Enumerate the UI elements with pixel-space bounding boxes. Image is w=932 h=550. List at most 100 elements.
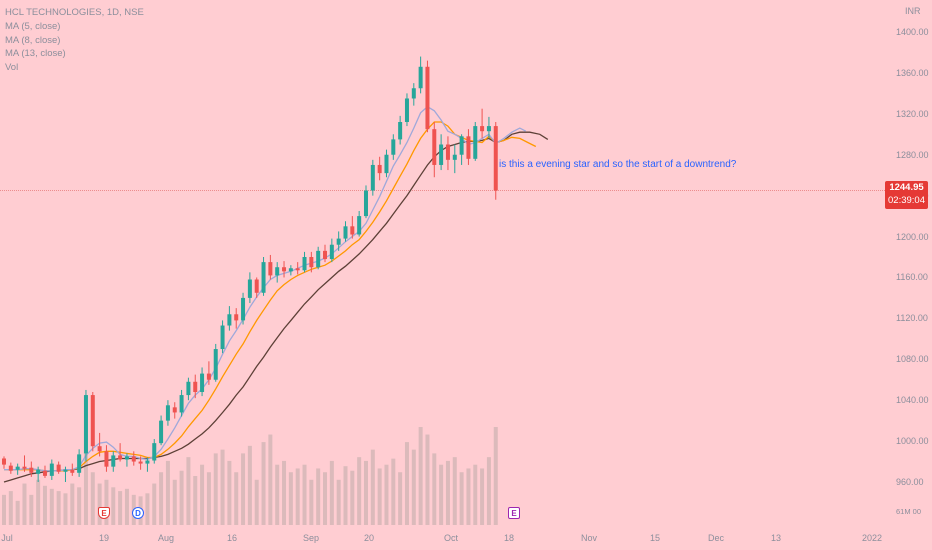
candle-body — [329, 244, 334, 260]
candle-body — [357, 216, 362, 235]
volume-bar — [350, 470, 355, 525]
candle-body — [206, 373, 211, 380]
candle-body — [22, 466, 27, 469]
time-tick-label: 16 — [226, 533, 238, 543]
candle-body — [466, 136, 471, 159]
volume-bar — [329, 460, 334, 525]
volume-bar — [411, 449, 416, 525]
candle-body — [2, 458, 6, 465]
ma8-line — [4, 121, 537, 472]
candle-body — [480, 126, 485, 132]
volume-bar — [459, 472, 464, 525]
volume-bar — [247, 445, 252, 525]
earnings-event-marker[interactable]: E — [98, 507, 110, 519]
volume-bar — [404, 442, 409, 525]
price-tick-label: 1120.00 — [896, 313, 928, 324]
volume-bar — [363, 460, 368, 525]
candle-body — [309, 257, 314, 268]
volume-bar — [357, 457, 362, 525]
candle-body — [268, 262, 273, 276]
candle-body — [172, 407, 177, 413]
time-tick-label: 2022 — [861, 533, 883, 543]
candle-body — [36, 469, 41, 474]
candle-body — [118, 455, 123, 460]
volume-bar — [377, 468, 382, 525]
upcoming-earnings-event-marker[interactable]: E — [508, 507, 520, 519]
last-price-badge: 1244.95 02:39:04 — [885, 181, 928, 209]
volume-bar — [309, 479, 314, 525]
time-tick-label: 18 — [503, 533, 515, 543]
candle-body — [70, 469, 75, 473]
volume-bar — [36, 479, 41, 525]
candle-body — [145, 460, 150, 464]
volume-bar — [227, 460, 232, 525]
volume-bar — [77, 487, 82, 525]
currency-label: INR — [905, 6, 921, 16]
candle-body — [425, 66, 430, 130]
time-tick-label: Dec — [707, 533, 725, 543]
candle-body — [8, 465, 13, 471]
chart-annotation[interactable]: is this a evening star and so the start … — [499, 159, 737, 170]
legend-volume[interactable]: Vol — [5, 62, 19, 74]
volume-bar — [486, 457, 491, 525]
candle-body — [459, 136, 464, 155]
legend-ma5[interactable]: MA (5, close) — [5, 20, 61, 32]
legend-symbol[interactable]: HCL TECHNOLOGIES, 1D, NSE — [5, 7, 144, 18]
volume-bar — [159, 472, 164, 525]
price-tick-label: 1160.00 — [896, 272, 928, 283]
volume-bar — [439, 464, 444, 525]
candle-body — [247, 279, 252, 298]
time-tick-label: 19 — [98, 533, 110, 543]
candle-body — [193, 381, 198, 392]
volume-bar — [124, 488, 129, 525]
volume-bar — [15, 500, 20, 525]
candle-body — [302, 257, 307, 271]
candle-body — [384, 154, 389, 174]
volume-bar — [118, 491, 123, 525]
candle-body — [138, 461, 143, 464]
volume-bar — [288, 472, 293, 525]
volume-bar — [2, 494, 6, 525]
candle-body — [241, 297, 246, 321]
time-tick-label: 15 — [649, 533, 661, 543]
volume-bar — [275, 464, 280, 525]
candle-body — [398, 122, 403, 140]
volume-bar — [97, 483, 102, 525]
candle-body — [56, 464, 61, 472]
legend-ma13[interactable]: MA (13, close) — [5, 48, 66, 60]
candle-body — [234, 314, 239, 321]
candle-body — [261, 262, 266, 293]
candle-body — [282, 267, 287, 272]
candle-body — [275, 267, 280, 276]
legend-ma8[interactable]: MA (8, close) — [5, 34, 61, 46]
volume-bar — [336, 479, 341, 525]
candle-body — [63, 469, 68, 472]
candle-body — [165, 405, 170, 421]
volume-bar — [384, 464, 389, 525]
candle-body — [213, 349, 218, 380]
candle-body — [83, 395, 88, 454]
volume-bar — [323, 472, 328, 525]
volume-bar — [295, 468, 300, 525]
volume-bar — [49, 488, 54, 525]
candle-body — [42, 470, 47, 476]
candle-body — [288, 268, 293, 272]
volume-bar — [343, 466, 348, 525]
candle-body — [432, 129, 437, 165]
candle-body — [473, 126, 478, 159]
volume-bar — [261, 442, 266, 525]
candle-body — [152, 443, 157, 461]
candle-body — [377, 164, 382, 174]
price-tick-label: 1200.00 — [896, 231, 929, 242]
volume-bar — [83, 449, 88, 525]
dividend-event-marker[interactable]: D — [132, 507, 144, 519]
price-tick-label: 1280.00 — [896, 149, 929, 160]
chart-legend: HCL TECHNOLOGIES, 1D, NSE MA (5, close) … — [5, 6, 144, 75]
volume-bar — [165, 460, 170, 525]
volume-bar — [206, 472, 211, 525]
candle-body — [220, 325, 225, 350]
volume-bar — [42, 485, 47, 525]
time-tick-label: Jul — [1, 533, 13, 543]
